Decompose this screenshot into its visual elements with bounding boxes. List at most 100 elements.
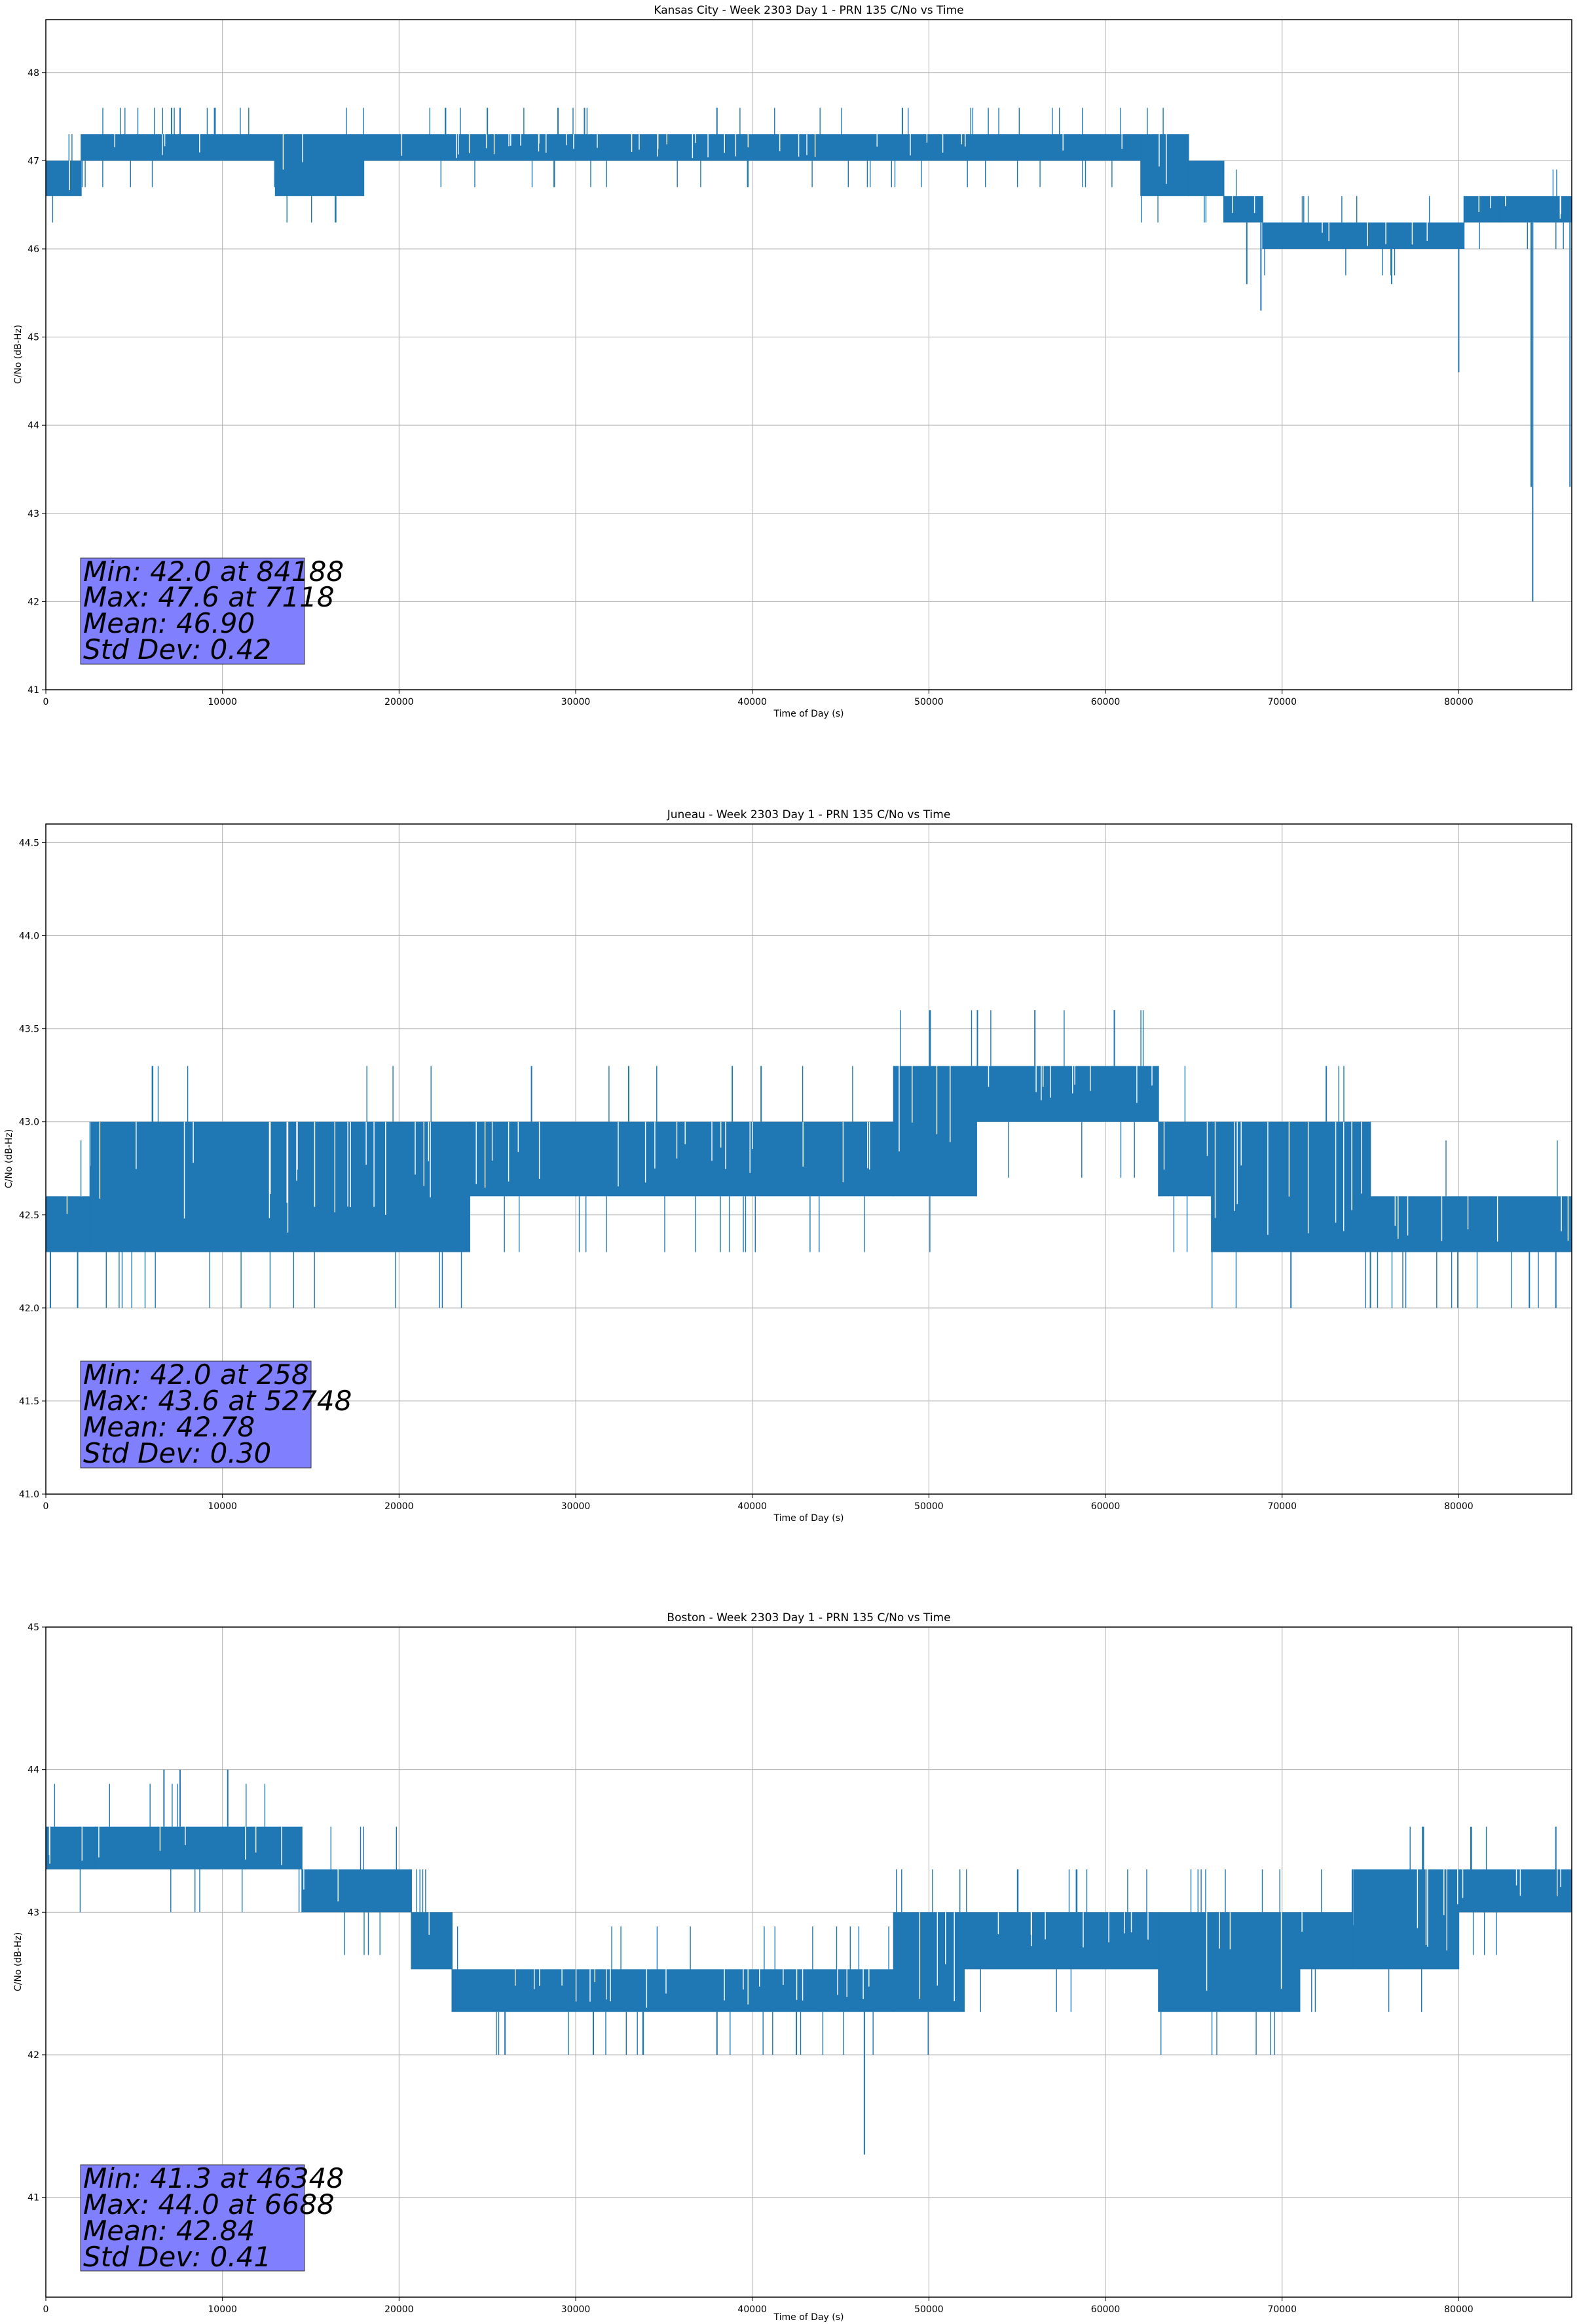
cno-excursion (1160, 1869, 1280, 2055)
y-tick-label: 44 (28, 421, 39, 431)
y-axis-label: C/No (dB-Hz) (4, 1129, 14, 1188)
x-tick-label: 70000 (1267, 697, 1297, 707)
cno-band (411, 1912, 453, 1970)
stat-max: Max: 43.6 at 52748 (83, 1385, 352, 1417)
cno-gap (114, 134, 200, 155)
y-tick-label: 43 (28, 1907, 39, 1918)
cno-excursion (1527, 169, 1564, 249)
y-tick-label: 42.0 (19, 1303, 39, 1314)
x-tick-label: 30000 (561, 697, 591, 707)
cno-gap (988, 1066, 1153, 1103)
cno-band (452, 1969, 894, 2012)
y-tick-label: 44.0 (19, 931, 39, 942)
cno-band (893, 1912, 965, 2012)
chart-boston: 0 10000 20000 30000 40000 50000 60000 70000 8000… (13, 1611, 1572, 2323)
cno-band (1370, 1196, 1572, 1252)
cno-gap (282, 134, 303, 170)
y-tick-label: 41 (28, 2193, 39, 2203)
stats-box: Min: 42.0 at 258 Max: 43.6 at 52748 Mean… (80, 1359, 352, 1469)
cno-band (46, 1196, 90, 1252)
x-tick-label: 0 (43, 2304, 49, 2315)
cno-band (1352, 1869, 1459, 1970)
cno-gap (401, 134, 1122, 159)
cno-band (46, 1826, 96, 1870)
cno-excursion (896, 1869, 961, 2055)
x-tick-label: 30000 (561, 2304, 591, 2315)
x-axis-label: Time of Day (s) (773, 1513, 844, 1524)
x-tick-label: 70000 (1267, 2304, 1297, 2315)
y-tick-label: 41.0 (19, 1490, 39, 1500)
stats-box: Min: 41.3 at 46348 Max: 44.0 at 6688 Mea… (80, 2162, 344, 2273)
stat-min: Min: 42.0 at 258 (83, 1359, 309, 1391)
x-tick-label: 40000 (737, 697, 767, 707)
cno-excursion (1470, 1826, 1497, 1955)
cno-band (275, 134, 364, 197)
cno-gap (1505, 196, 1561, 219)
x-axis-label: Time of Day (s) (773, 709, 844, 719)
cno-excursion (1311, 1869, 1353, 2012)
chart-kansas-city: 0 10000 20000 30000 40000 50000 60000 70000 8000… (13, 4, 1572, 719)
cno-excursion (105, 1066, 462, 1308)
stats-box-background (80, 557, 305, 665)
cno-band (81, 134, 276, 161)
plot-frame (45, 1626, 1572, 2298)
cno-band (1140, 134, 1189, 197)
axis-ticks: 0 10000 20000 30000 40000 50000 60000 70000 8000… (19, 838, 1474, 1512)
y-tick-label: 42 (28, 597, 39, 607)
cno-excursion (429, 107, 1121, 187)
x-tick-label: 10000 (208, 2304, 237, 2315)
cno-excursion (966, 1869, 1147, 2012)
cno-gap (1478, 196, 1491, 212)
cno-excursion (456, 1926, 889, 2055)
cno-band (90, 1121, 470, 1252)
x-tick-label: 80000 (1444, 1501, 1474, 1512)
cno-band (95, 1826, 303, 1870)
cno-excursion (109, 1784, 300, 1913)
x-axis-label: Time of Day (s) (773, 2312, 844, 2323)
chart-title: Kansas City - Week 2303 Day 1 - PRN 135 … (654, 4, 963, 17)
stat-min: Min: 41.3 at 46348 (83, 2162, 344, 2194)
series-cno (46, 107, 1572, 602)
cno-excursion (1173, 1066, 1188, 1252)
x-tick-label: 10000 (208, 697, 237, 707)
cno-band (893, 1066, 977, 1197)
stat-max: Max: 44.0 at 6688 (83, 2188, 335, 2221)
x-tick-label: 0 (43, 1501, 49, 1512)
y-tick-label: 46 (28, 244, 39, 255)
stat-max: Max: 47.6 at 7118 (83, 581, 335, 613)
cno-band (1158, 1121, 1212, 1197)
cno-excursion (1264, 196, 1430, 276)
axis-ticks: 0 10000 20000 30000 40000 50000 60000 70000 8000… (28, 1622, 1474, 2315)
y-tick-label: 42.5 (19, 1210, 39, 1221)
cno-gap (48, 1826, 83, 1864)
chart-title: Boston - Week 2303 Day 1 - PRN 135 C/No … (667, 1611, 950, 1624)
series-cno (46, 1010, 1572, 1308)
x-tick-label: 80000 (1444, 697, 1474, 707)
stat-std-dev: Std Dev: 0.41 (83, 2241, 271, 2273)
cno-band (1158, 1912, 1300, 2012)
x-tick-label: 30000 (561, 1501, 591, 1512)
y-tick-label: 41 (28, 685, 39, 696)
x-tick-label: 80000 (1444, 2304, 1474, 2315)
chart-juneau: 0 10000 20000 30000 40000 50000 60000 70000 8000… (4, 808, 1572, 1524)
x-tick-label: 40000 (737, 2304, 767, 2315)
cno-band (1464, 196, 1500, 223)
cno-band (976, 1066, 1159, 1122)
y-tick-label: 42 (28, 2050, 39, 2061)
cno-excursion (1212, 1066, 1366, 1308)
cno-excursion (1141, 107, 1164, 223)
cno-band (470, 1121, 894, 1197)
y-tick-label: 44 (28, 1765, 39, 1776)
cno-excursion (81, 107, 275, 187)
y-tick-label: 45 (28, 1622, 39, 1633)
cno-excursion (54, 1784, 81, 1913)
stat-std-dev: Std Dev: 0.30 (83, 1437, 271, 1469)
cno-gap (475, 1121, 870, 1188)
cno-gap (1322, 222, 1428, 246)
cno-gap (1394, 1196, 1569, 1242)
y-tick-label: 45 (28, 333, 39, 343)
x-tick-label: 60000 (1091, 1501, 1121, 1512)
cno-gap (1206, 1912, 1282, 1991)
y-tick-label: 43 (28, 509, 39, 519)
